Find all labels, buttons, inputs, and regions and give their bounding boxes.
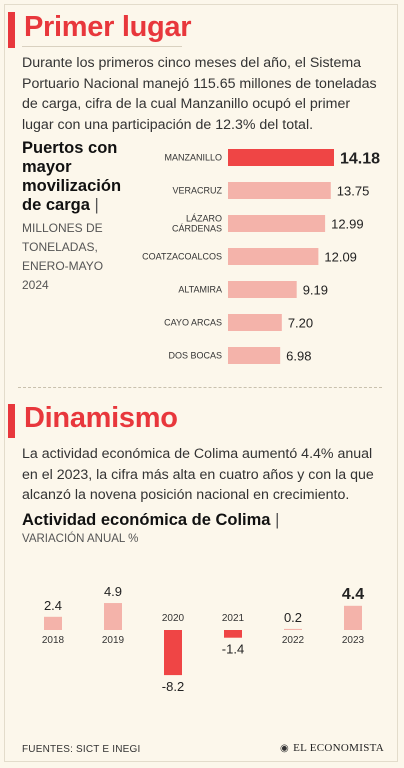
data-label: 4.4 [342,586,364,603]
tick-label: 2019 [102,635,125,646]
bar [228,182,331,199]
section-title-primer-lugar: Primer lugar [24,11,192,43]
bar [164,630,182,676]
brand-logo: ◉ EL ECONOMISTA [280,742,384,754]
data-label: 6.98 [286,349,311,364]
bar [228,215,326,232]
bar-label: MANZANILLO [164,153,222,163]
bar [44,616,62,630]
section-paragraph: La actividad económica de Colima aumentó… [22,446,374,503]
colima-bar-chart: 2018 2.4 2019 4.9 2020 -8.2 2021 -1.4 2022 0.2 202… [42,584,365,694]
tick-label: 2021 [222,613,245,624]
data-label: 14.18 [340,151,380,168]
bar [228,281,297,298]
infographic-frame [4,4,398,762]
section-marker [8,12,15,48]
bar-label: CAYO ARCAS [164,318,222,328]
brand-name: EL ECONOMISTA [293,742,384,754]
data-label: 12.99 [331,217,364,232]
bar [228,347,281,364]
section-paragraph: Durante los primeros cinco meses del año… [22,55,377,133]
tick-label: 2018 [42,635,65,646]
bar [104,603,122,630]
data-label: 12.09 [324,250,357,265]
bar [228,248,319,265]
sources-footer: FUENTES: SICT E INEGI [22,744,141,755]
data-label: -8.2 [162,679,184,694]
bar [284,628,302,630]
title-underline [22,46,182,47]
bar-label: COATZACOALCOS [142,252,222,262]
section-marker [8,404,15,438]
chart-subtitle-ports: MILLONES DE TONELADAS, ENERO-MAYO 2024 [22,221,104,292]
chart-title-ports: Puertos con mayor movilización de carga … [22,139,122,214]
chart-title-colima: Actividad económica de Colima | [22,511,280,529]
bar-label: VERACRUZ [172,186,222,196]
data-label: 2.4 [44,598,62,613]
bar [344,605,362,630]
title-separator: | [275,511,280,529]
data-label: 7.20 [288,316,313,331]
data-label: 0.2 [284,610,302,625]
data-label: 4.9 [104,584,122,599]
section-divider [18,387,382,388]
chart-subtitle-colima: VARIACIÓN ANUAL % [22,533,139,545]
tick-label: 2020 [162,613,185,624]
bar-label: ALTAMIRA [178,285,222,295]
bar-label: DOS BOCAS [168,351,222,361]
bar [228,314,282,331]
section-title-dinamismo: Dinamismo [24,402,178,434]
data-label: 9.19 [303,283,328,298]
ports-bar-chart: MANZANILLO 14.18 VERACRUZ 13.75 LÁZARO CÁRDEN… [142,149,380,364]
bar [228,149,334,166]
data-label: -1.4 [222,642,244,657]
tick-label: 2023 [342,635,365,646]
title-separator: | [94,196,99,214]
bar-label: LÁZARO CÁRDENAS [172,214,222,234]
bar [224,630,242,638]
tick-label: 2022 [282,635,305,646]
data-label: 13.75 [337,184,370,199]
globe-icon: ◉ [280,743,290,754]
